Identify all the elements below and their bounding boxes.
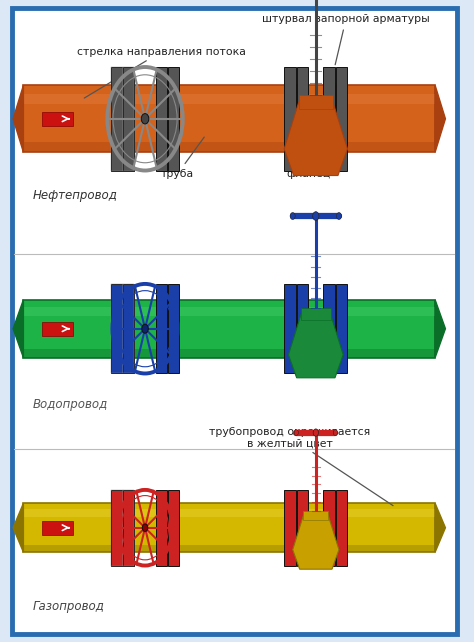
- Bar: [167, 284, 179, 374]
- Bar: [23, 503, 435, 552]
- Bar: [323, 490, 335, 566]
- Bar: [156, 284, 167, 374]
- Polygon shape: [13, 503, 23, 552]
- Bar: [336, 284, 347, 374]
- Circle shape: [313, 429, 319, 437]
- Bar: [111, 67, 123, 171]
- Text: штурвал запорной арматуры: штурвал запорной арматуры: [262, 15, 430, 65]
- Bar: [123, 284, 134, 374]
- Bar: [156, 490, 167, 566]
- Bar: [42, 521, 73, 535]
- Bar: [23, 85, 435, 152]
- Bar: [23, 307, 435, 316]
- Bar: [167, 67, 179, 171]
- Bar: [123, 284, 134, 374]
- Bar: [156, 67, 167, 171]
- Bar: [303, 510, 328, 521]
- Bar: [323, 67, 335, 171]
- Bar: [42, 112, 73, 126]
- Bar: [167, 490, 179, 566]
- Bar: [297, 67, 308, 171]
- Text: Водопровод: Водопровод: [33, 398, 108, 411]
- Bar: [111, 490, 123, 566]
- Text: Нефтепровод: Нефтепровод: [33, 189, 118, 202]
- Bar: [23, 510, 435, 517]
- Text: Газопровод: Газопровод: [33, 600, 105, 613]
- Text: труба: труба: [161, 137, 204, 178]
- Polygon shape: [284, 102, 347, 175]
- Polygon shape: [13, 300, 23, 358]
- Text: фланец: фланец: [287, 137, 331, 178]
- Bar: [323, 284, 335, 374]
- Bar: [297, 490, 308, 566]
- Circle shape: [313, 212, 319, 220]
- Bar: [123, 67, 134, 171]
- Bar: [336, 67, 347, 171]
- Bar: [284, 284, 296, 374]
- Text: стрелка направления потока: стрелка направления потока: [77, 47, 246, 98]
- Circle shape: [294, 429, 299, 435]
- Circle shape: [142, 324, 148, 333]
- Bar: [23, 142, 435, 152]
- Polygon shape: [435, 85, 446, 152]
- Bar: [23, 300, 435, 358]
- Polygon shape: [289, 315, 343, 377]
- Circle shape: [290, 213, 295, 220]
- Bar: [284, 490, 296, 566]
- Bar: [123, 490, 134, 566]
- Bar: [299, 96, 333, 108]
- Polygon shape: [13, 85, 23, 152]
- Bar: [301, 309, 330, 320]
- Bar: [123, 67, 134, 171]
- Bar: [23, 94, 435, 104]
- Bar: [111, 490, 123, 566]
- Bar: [23, 349, 435, 358]
- Circle shape: [142, 524, 148, 532]
- Bar: [42, 322, 73, 336]
- Bar: [297, 284, 308, 374]
- Circle shape: [141, 114, 149, 124]
- Bar: [123, 490, 134, 566]
- Bar: [111, 284, 123, 374]
- Polygon shape: [293, 516, 339, 569]
- Polygon shape: [435, 300, 446, 358]
- Bar: [336, 490, 347, 566]
- Circle shape: [333, 429, 337, 435]
- Text: трубопровод окрашивается
в желтый цвет: трубопровод окрашивается в желтый цвет: [210, 426, 393, 506]
- Bar: [284, 67, 296, 171]
- Circle shape: [337, 213, 341, 220]
- Polygon shape: [435, 503, 446, 552]
- Bar: [23, 545, 435, 552]
- Bar: [111, 67, 123, 171]
- Bar: [111, 284, 123, 374]
